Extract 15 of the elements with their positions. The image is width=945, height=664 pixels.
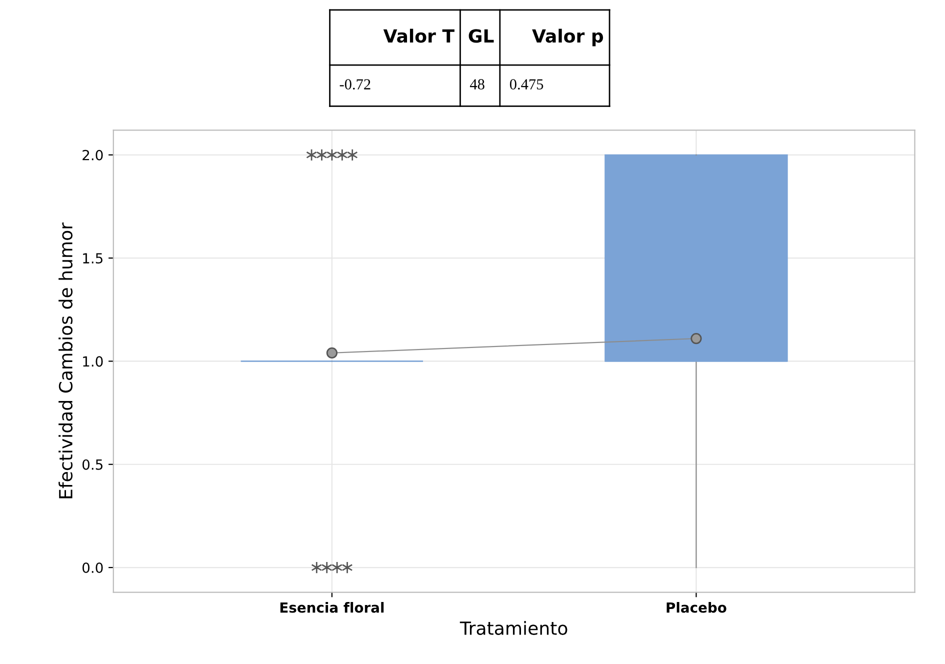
text: GL — [468, 29, 494, 43]
y-axis-title: Efectividad Cambios de humor — [58, 222, 73, 498]
x-axis-title: Tratamiento — [460, 621, 568, 635]
y-tick-label: 0.5 — [82, 459, 102, 470]
x-tick-label: Esencia floral — [280, 602, 384, 613]
x-tick-label: Placebo — [666, 602, 726, 613]
y-tick-label: 1.0 — [83, 356, 103, 367]
text: Valor p — [532, 28, 604, 46]
text: 48 — [470, 79, 484, 90]
text: Valor T — [383, 28, 454, 43]
y-tick-label: 0.0 — [82, 562, 103, 574]
text: -0.72 — [340, 79, 370, 90]
text: 0.475 — [510, 79, 544, 90]
y-tick-label: 2.0 — [82, 150, 103, 160]
y-tick-label: 1.5 — [83, 253, 102, 264]
